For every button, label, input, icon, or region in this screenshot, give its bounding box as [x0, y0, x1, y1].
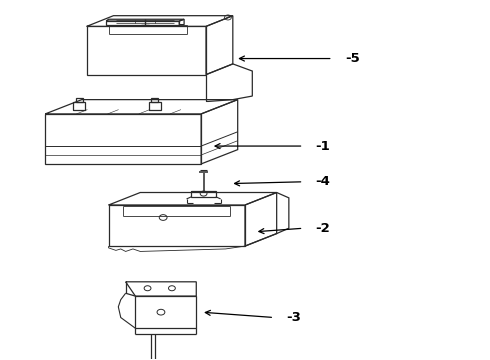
Text: -2: -2 — [316, 222, 330, 235]
Text: -5: -5 — [345, 52, 360, 65]
Text: -3: -3 — [287, 311, 301, 324]
Text: -4: -4 — [316, 175, 331, 188]
Text: -1: -1 — [316, 140, 330, 153]
